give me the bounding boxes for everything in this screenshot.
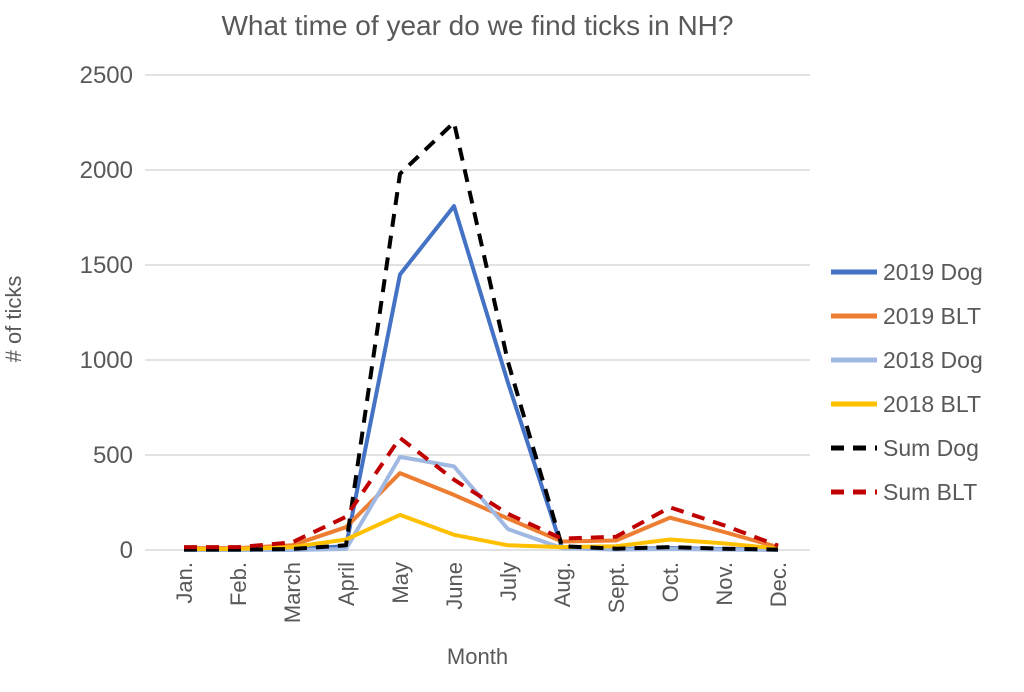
y-tick-label-1000: 1000	[80, 347, 133, 374]
legend-swatch-dashed-line	[831, 445, 877, 451]
x-tick-label-Aug: Aug.	[550, 562, 575, 607]
series-line-sum-dog	[184, 120, 779, 552]
y-tick-label-0: 0	[120, 537, 133, 564]
legend-swatch-dashed-line	[831, 489, 877, 495]
x-tick-label-March: March	[280, 562, 305, 623]
x-tick-label-Oct: Oct.	[658, 562, 683, 602]
y-tick-label-2000: 2000	[80, 157, 133, 184]
legend-swatch-solid-line	[831, 401, 877, 407]
x-tick-label-Nov: Nov.	[712, 562, 737, 606]
x-tick-label-May: May	[388, 562, 413, 604]
x-tick-label-Sept: Sept.	[604, 562, 629, 613]
legend-swatch-solid-line	[831, 357, 877, 363]
legend-swatch-solid-line	[831, 313, 877, 319]
legend: 2019 Dog 2019 BLT 2018 Dog 2018 BLT Sum Dog S…	[831, 250, 983, 514]
legend-label: 2018 Dog	[883, 346, 983, 373]
x-tick-label-April: April	[334, 562, 359, 606]
x-tick-label-June: June	[442, 562, 467, 610]
legend-item-sum-blt: Sum BLT	[831, 470, 983, 514]
legend-item-2019-blt: 2019 BLT	[831, 294, 983, 338]
legend-label: 2019 BLT	[883, 302, 982, 329]
series-line-2019-blt	[184, 471, 779, 551]
legend-label: 2019 Dog	[883, 258, 983, 285]
legend-item-2018-blt: 2018 BLT	[831, 382, 983, 426]
y-tick-label-500: 500	[93, 442, 133, 469]
y-tick-label-1500: 1500	[80, 252, 133, 279]
y-tick-label-2500: 2500	[80, 62, 133, 89]
x-tick-label-Dec: Dec.	[766, 562, 791, 607]
legend-swatch-solid-line	[831, 269, 877, 275]
legend-item-2019-dog: 2019 Dog	[831, 250, 983, 294]
x-tick-label-Feb: Feb.	[226, 562, 251, 606]
legend-label: 2018 BLT	[883, 390, 982, 417]
legend-label: Sum Dog	[883, 434, 979, 461]
legend-item-2018-dog: 2018 Dog	[831, 338, 983, 382]
legend-label: Sum BLT	[883, 478, 978, 505]
series-line-sum-blt	[184, 435, 779, 550]
series-line-2018-dog	[184, 454, 779, 552]
x-tick-label-July: July	[496, 562, 521, 601]
x-axis-title: Month	[446, 644, 509, 669]
legend-item-sum-dog: Sum Dog	[831, 426, 983, 470]
chart-title: What time of year do we find ticks in NH…	[221, 10, 734, 41]
x-tick-label-Jan: Jan.	[172, 562, 197, 604]
